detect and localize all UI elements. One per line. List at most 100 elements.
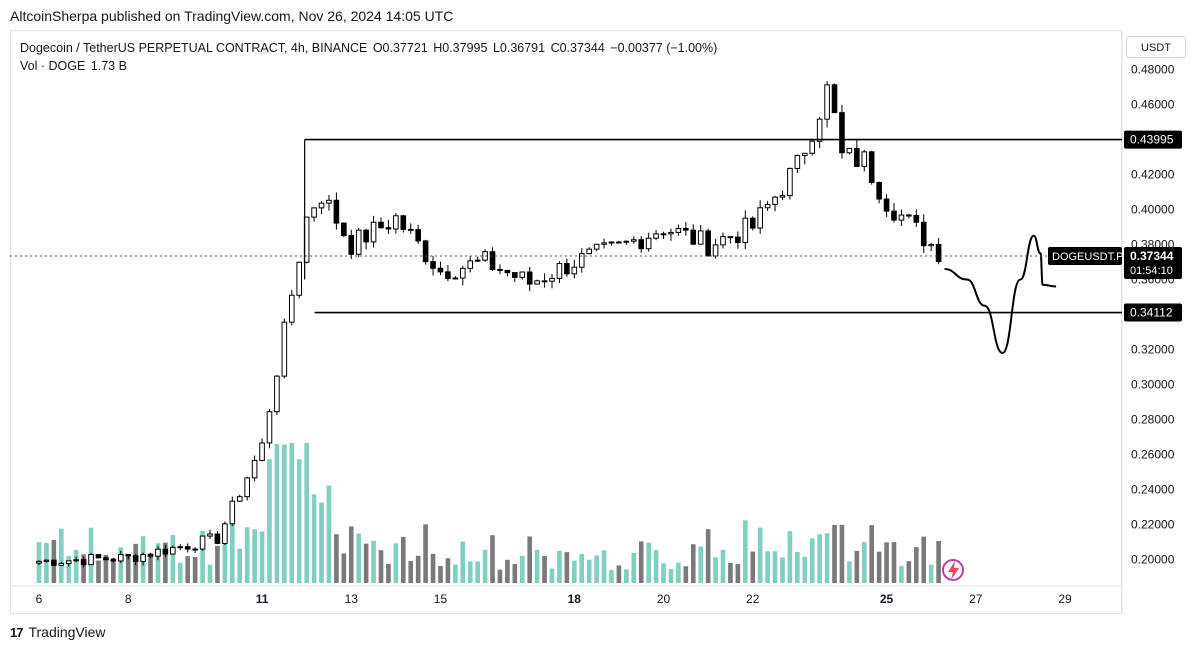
- candle-body: [883, 198, 890, 212]
- symbol-title[interactable]: Dogecoin / TetherUS PERPETUAL CONTRACT, …: [20, 41, 368, 55]
- candle-body: [474, 259, 481, 262]
- candle-body: [720, 236, 726, 246]
- candle-body: [385, 227, 392, 230]
- volume-bar: [698, 546, 704, 583]
- volume-bar: [58, 528, 64, 583]
- lower-level-price: 0.34112: [1130, 306, 1173, 320]
- volume-bar: [690, 544, 696, 583]
- candle-body: [51, 559, 57, 566]
- volume-bar: [125, 555, 131, 583]
- candle-body: [891, 210, 897, 221]
- footer-brand: 17 TradingView: [10, 624, 106, 640]
- volume-bar: [854, 550, 860, 583]
- candle-body: [705, 230, 711, 257]
- candle-body: [534, 280, 540, 285]
- volume-bar: [163, 542, 168, 583]
- volume-bar: [460, 541, 466, 583]
- candle-body: [296, 261, 303, 296]
- volume-bar: [906, 561, 912, 583]
- volume-bar: [809, 538, 815, 583]
- candle-body: [497, 268, 503, 271]
- volume-bar: [802, 556, 808, 583]
- volume-bar: [512, 564, 518, 583]
- volume-bar: [891, 542, 897, 583]
- volume-bar: [423, 524, 428, 583]
- price-tick-label: 0.40000: [1131, 203, 1175, 217]
- volume-bar: [222, 526, 228, 583]
- ohlc-close: C0.37344: [550, 41, 605, 55]
- volume-bar: [282, 444, 287, 583]
- price-levels[interactable]: [304, 138, 1122, 314]
- candle-body: [274, 375, 280, 413]
- volume-label[interactable]: Vol · DOGE: [20, 59, 86, 73]
- candle-body: [177, 546, 184, 549]
- date-tick-label: 20: [657, 592, 671, 606]
- candle-body: [593, 243, 600, 250]
- volume-bar: [170, 534, 176, 583]
- candle-body: [630, 239, 637, 242]
- volume-bar: [348, 526, 354, 583]
- volume-bar: [445, 558, 451, 583]
- candle-body: [117, 554, 124, 562]
- candle-body: [207, 533, 213, 537]
- candle-body: [690, 229, 697, 245]
- snapshot-badge-icon[interactable]: [942, 559, 964, 581]
- volume-bar: [237, 548, 243, 583]
- candle-body: [236, 496, 243, 502]
- candle-body: [697, 230, 704, 245]
- candle-body: [801, 152, 808, 156]
- candle-body: [549, 277, 555, 282]
- volume-bar: [408, 561, 414, 583]
- date-tick-label: 27: [969, 592, 983, 606]
- volume-bar: [780, 557, 785, 583]
- currency-button[interactable]: USDT: [1126, 36, 1186, 58]
- candle-body: [281, 321, 288, 377]
- date-tick-label: 18: [568, 592, 582, 606]
- volume-bar: [549, 568, 555, 583]
- volume-bar: [438, 566, 443, 583]
- candle-body: [125, 554, 132, 557]
- candle-body: [88, 554, 94, 566]
- volume-bar: [215, 545, 220, 583]
- volume-bar: [519, 555, 525, 583]
- volume-bar: [564, 552, 570, 583]
- candle-body: [653, 233, 659, 239]
- volume-bar: [817, 534, 822, 583]
- volume-bar: [765, 551, 770, 583]
- volume-bar: [557, 550, 562, 583]
- volume-bar: [571, 560, 577, 583]
- candle-body: [229, 500, 236, 525]
- volume-bar: [296, 459, 302, 583]
- publisher-header: AltcoinSherpa published on TradingView.c…: [10, 8, 454, 24]
- candle-body: [839, 112, 845, 154]
- volume-bar: [742, 520, 748, 583]
- ohlc-change: −0.00377 (−1.00%): [610, 41, 718, 55]
- volume-bar: [319, 502, 324, 583]
- candle-body: [898, 214, 905, 221]
- volume-bar: [683, 566, 689, 583]
- candle-body: [103, 557, 109, 561]
- candle-body: [192, 548, 198, 551]
- candle-body: [564, 263, 570, 275]
- candle-body: [266, 411, 273, 444]
- date-tick-label: 25: [880, 592, 894, 606]
- candle-body: [288, 294, 295, 323]
- price-tick-label: 0.24000: [1131, 483, 1175, 497]
- volume-bar: [534, 549, 540, 583]
- candle-body: [712, 244, 719, 257]
- candle-body: [355, 229, 362, 255]
- volume-bar: [371, 540, 376, 583]
- candle-body: [348, 235, 355, 255]
- candle-body: [415, 229, 421, 242]
- volume-bar: [676, 562, 681, 583]
- candle-body: [749, 217, 756, 229]
- candle-body: [155, 548, 161, 557]
- candle-body: [58, 563, 65, 566]
- volume-bar: [839, 524, 845, 583]
- price-axis[interactable]: 0.480000.460000.420000.400000.380000.360…: [1131, 63, 1175, 567]
- volume-bar: [341, 553, 347, 583]
- ticker-label: DOGEUSDT.P: [1052, 251, 1124, 263]
- candle-body: [73, 559, 79, 562]
- time-axis[interactable]: 6 8 11 13 15 18 20 22 25 27 29: [10, 30, 1123, 614]
